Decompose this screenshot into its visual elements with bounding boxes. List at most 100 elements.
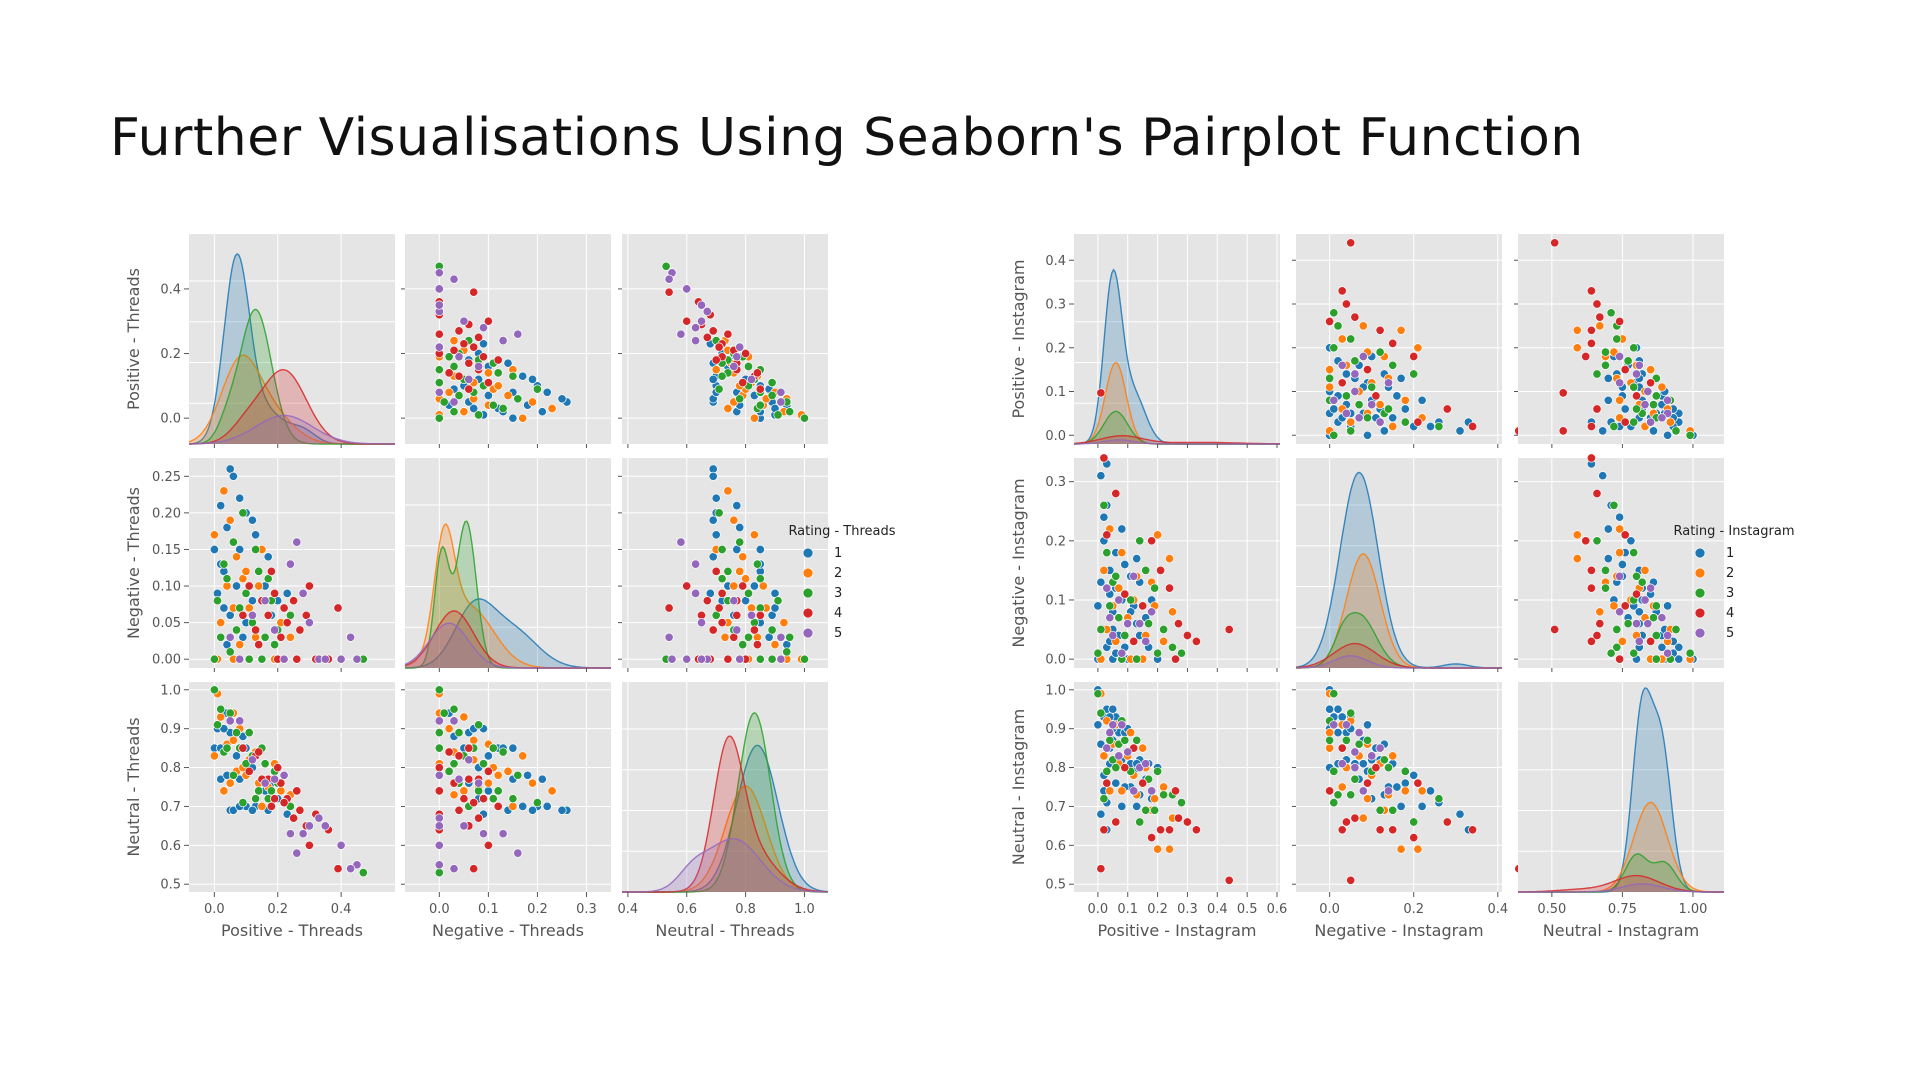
scatter-point-rating-5	[1640, 595, 1650, 605]
scatter-point-rating-4	[755, 384, 765, 394]
x-axis-label: Negative - Threads	[432, 921, 584, 940]
scatter-point-rating-5	[247, 755, 257, 765]
scatter-point-rating-3	[714, 384, 724, 394]
scatter-point-rating-4	[1341, 817, 1351, 827]
scatter-point-rating-3	[209, 685, 219, 695]
scatter-point-rating-3	[1609, 500, 1619, 510]
scatter-point-rating-3	[1114, 613, 1124, 623]
scatter-point-rating-4	[1388, 338, 1398, 348]
x-tick-label: 0.2	[1147, 902, 1168, 917]
scatter-point-rating-2	[770, 640, 780, 650]
scatter-point-rating-2	[735, 566, 745, 576]
x-tick-label: 0.50	[1537, 902, 1566, 917]
scatter-point-rating-5	[1663, 630, 1673, 641]
scatter-point-rating-1	[1379, 426, 1389, 436]
scatter-point-rating-3	[238, 508, 248, 518]
scatter-point-rating-5	[260, 596, 270, 606]
scatter-point-rating-4	[1102, 530, 1112, 540]
scatter-point-rating-2	[1615, 524, 1625, 534]
scatter-point-rating-4	[333, 864, 343, 874]
panel-positive-threads-vs-neutral-threads	[618, 234, 828, 448]
scatter-point-rating-2	[459, 786, 469, 796]
panel-background	[1074, 234, 1280, 444]
kde-line-rating-1	[404, 598, 611, 669]
scatter-point-rating-1	[1096, 471, 1106, 481]
scatter-point-rating-3	[1631, 404, 1642, 414]
scatter-point-rating-2	[1609, 601, 1619, 611]
scatter-point-rating-2	[503, 766, 513, 776]
kde-fill-rating-1	[405, 598, 611, 668]
scatter-point-rating-3	[1400, 417, 1410, 427]
scatter-point-rating-5	[1114, 595, 1124, 605]
legend-label-rating-2: 2	[834, 566, 842, 581]
scatter-point-rating-4	[483, 766, 493, 776]
scatter-point-rating-4	[1595, 312, 1605, 322]
scatter-point-rating-3	[738, 640, 748, 650]
scatter-point-rating-1	[508, 743, 518, 753]
scatter-point-rating-4	[254, 747, 264, 757]
legend-marker-rating-5	[1694, 627, 1706, 639]
scatter-point-rating-5	[464, 755, 474, 765]
scatter-point-rating-5	[270, 774, 280, 784]
scatter-point-rating-4	[1191, 825, 1201, 835]
x-tick-label: 0.0	[1319, 902, 1340, 917]
scatter-point-rating-3	[1388, 805, 1398, 815]
scatter-point-rating-3	[767, 390, 777, 401]
scatter-point-rating-5	[696, 300, 707, 310]
scatter-point-rating-4	[1413, 417, 1423, 427]
scatter-point-rating-4	[708, 625, 718, 635]
scatter-point-rating-5	[292, 848, 302, 858]
scatter-point-rating-3	[1592, 536, 1602, 546]
y-tick-label: 0.2	[160, 347, 181, 362]
legend-label-rating-1: 1	[1726, 546, 1734, 561]
scatter-point-rating-3	[1159, 624, 1169, 635]
scatter-point-rating-3	[216, 632, 226, 642]
kde-fill-rating-1	[1518, 688, 1724, 892]
scatter-point-rating-4	[1120, 589, 1130, 599]
scatter-point-rating-3	[1592, 369, 1602, 379]
scatter-point-rating-3	[1102, 548, 1112, 558]
scatter-point-rating-1	[219, 603, 229, 613]
scatter-point-rating-3	[1329, 798, 1339, 808]
y-tick-label: 0.7	[160, 800, 181, 815]
scatter-point-rating-2	[1388, 751, 1398, 761]
scatter-point-rating-3	[532, 384, 542, 394]
scatter-point-rating-2	[779, 618, 789, 628]
scatter-point-rating-5	[1108, 720, 1118, 730]
scatter-point-rating-4	[714, 342, 724, 352]
scatter-point-rating-1	[1603, 373, 1613, 383]
scatter-point-rating-2	[1417, 786, 1427, 796]
scatter-point-rating-2	[1164, 844, 1175, 854]
scatter-point-rating-4	[1620, 530, 1630, 540]
scatter-point-rating-5	[434, 284, 444, 294]
y-axis-label: Neutral - Threads	[124, 717, 143, 856]
scatter-point-rating-3	[1362, 735, 1373, 745]
scatter-point-rating-5	[664, 274, 674, 284]
scatter-point-rating-4	[292, 786, 302, 796]
scatter-point-rating-4	[1550, 238, 1560, 248]
scatter-point-rating-2	[254, 581, 264, 591]
scatter-point-rating-1	[1362, 720, 1373, 730]
scatter-point-rating-4	[664, 603, 674, 613]
scatter-point-rating-2	[216, 712, 226, 722]
scatter-point-rating-5	[1634, 360, 1644, 370]
scatter-point-rating-5	[434, 387, 444, 397]
scatter-point-rating-4	[1325, 786, 1335, 796]
panel-background	[1296, 458, 1502, 668]
scatter-point-rating-4	[1325, 316, 1335, 327]
scatter-point-rating-1	[1096, 809, 1106, 819]
scatter-point-rating-1	[1096, 577, 1106, 587]
scatter-point-rating-3	[1612, 334, 1622, 344]
panel-negative-threads-vs-neutral-threads	[618, 458, 828, 672]
y-axis-label: Positive - Instagram	[1009, 259, 1028, 418]
scatter-point-rating-3	[1111, 571, 1121, 581]
scatter-point-rating-1	[1111, 778, 1121, 788]
scatter-point-rating-3	[434, 728, 444, 738]
scatter-point-rating-1	[1333, 704, 1343, 714]
scatter-point-rating-4	[1581, 351, 1591, 362]
scatter-point-rating-4	[483, 840, 493, 850]
scatter-point-rating-4	[1375, 325, 1385, 335]
scatter-point-rating-1	[1396, 801, 1406, 811]
scatter-point-rating-2	[1153, 530, 1163, 540]
